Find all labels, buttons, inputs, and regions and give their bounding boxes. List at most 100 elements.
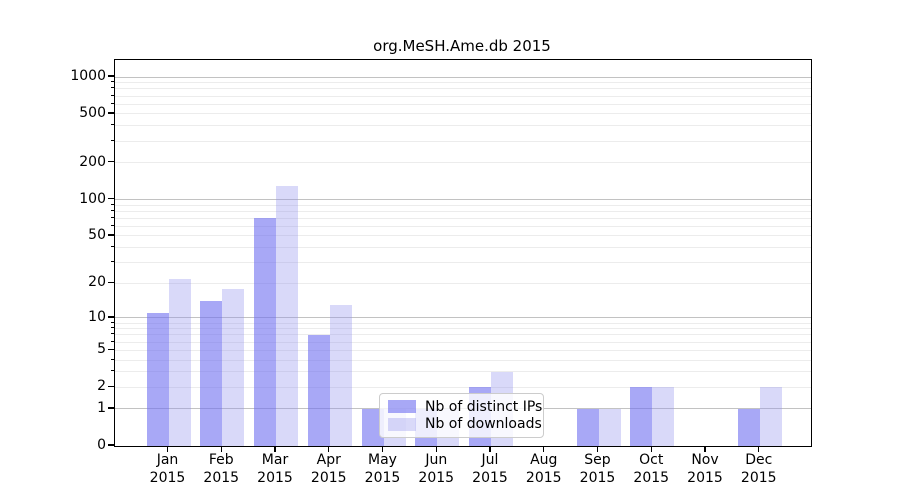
x-tick-label: Feb 2015 [189,452,253,487]
x-tick-label-line: Feb [208,452,234,468]
x-tick-label: Nov 2015 [673,452,737,487]
y-gridline-major [115,199,811,200]
y-minor-tick-mark [110,261,114,263]
x-tick-label-line: 2015 [149,469,186,486]
legend-entry-downloads: Nb of downloads [388,416,542,432]
y-minor-tick-mark [110,224,114,226]
y-tick-label: 100 [79,190,106,207]
y-minor-tick-mark [110,348,114,350]
y-minor-tick-mark [110,234,114,236]
y-gridline-minor [115,334,811,336]
y-minor-tick-mark [110,216,114,218]
y-gridline-minor [115,210,811,212]
x-tick-label-line: 2015 [310,469,347,486]
bar-distinct-ips [630,387,653,446]
y-tick-label: 200 [79,153,106,170]
bar-distinct-ips [254,218,276,446]
x-tick-label: Sep 2015 [566,452,630,487]
legend: Nb of distinct IPs Nb of downloads [379,393,544,438]
y-gridline-minor [115,95,811,97]
x-tick-mark [328,446,330,452]
legend-label-distinct-ips: Nb of distinct IPs [425,398,543,415]
y-gridline-minor [115,359,811,361]
y-gridline-minor [115,113,811,115]
x-tick-label-line: Aug [530,452,558,468]
x-tick-label-line: 2015 [633,469,670,486]
legend-entry-distinct-ips: Nb of distinct IPs [388,399,542,415]
x-tick-label-line: 2015 [579,469,616,486]
y-gridline-minor [115,371,811,373]
bar-distinct-ips [200,301,223,446]
x-tick-mark [758,446,760,452]
y-gridline-minor [115,262,811,264]
x-tick-label: Jul 2015 [458,452,522,487]
y-minor-tick-mark [110,102,114,104]
plot-area [114,59,812,447]
y-gridline-minor [115,247,811,249]
y-gridline-major [115,76,811,78]
y-tick-label: 500 [79,104,106,121]
y-minor-tick-mark [110,340,114,342]
x-tick-label-line: Nov [691,452,719,468]
x-tick-mark [435,446,437,452]
legend-swatch-distinct-ips-icon [388,400,416,414]
x-tick-label-line: Jun [425,452,448,468]
y-gridline-minor [115,282,811,284]
x-tick-mark [274,446,276,452]
x-tick-label: Aug 2015 [512,452,576,487]
bar-distinct-ips [361,408,384,446]
x-tick-label: May 2015 [351,452,415,487]
x-tick-label: Mar 2015 [243,452,307,487]
y-minor-tick-mark [110,112,114,114]
x-tick-mark [704,446,706,452]
bar-downloads [276,185,298,446]
y-gridline-minor [115,225,811,227]
x-tick-label-line: 2015 [364,469,401,486]
y-minor-tick-mark [110,333,114,335]
x-tick-label-line: 2015 [203,469,240,486]
x-tick-label-line: 2015 [418,469,455,486]
y-gridline-minor [115,103,811,105]
y-gridline-minor [115,349,811,351]
y-gridline-minor [115,82,811,84]
y-tick-mark [108,75,114,77]
y-tick-label: 20 [88,274,106,291]
x-tick-label-line: 2015 [525,469,562,486]
y-minor-tick-mark [110,321,114,323]
y-tick-mark [108,444,114,446]
x-tick-label: Jun 2015 [404,452,468,487]
x-tick-label-line: Jan [156,452,179,468]
x-tick-label-line: Sep [584,452,611,468]
y-tick-label: 50 [88,226,106,243]
y-minor-tick-mark [110,358,114,360]
x-tick-label: Dec 2015 [727,452,791,487]
y-minor-tick-mark [110,327,114,329]
x-tick-mark [166,446,169,452]
x-tick-label-line: Apr [316,452,341,468]
bar-distinct-ips [146,313,169,446]
bar-downloads [759,387,782,446]
y-minor-tick-mark [110,81,114,83]
y-minor-tick-mark [110,87,114,89]
y-tick-label: 2 [97,378,106,395]
y-gridline-minor [115,322,811,324]
y-tick-label: 1000 [70,68,106,84]
x-tick-label-line: Mar [261,452,289,468]
y-gridline-minor [115,204,811,206]
legend-label-downloads: Nb of downloads [425,416,542,433]
y-gridline-minor [115,217,811,219]
y-tick-mark [108,197,114,200]
y-tick-mark [108,407,114,409]
x-tick-mark [489,446,491,452]
x-tick-mark [543,446,545,452]
x-tick-label-line: Dec [745,452,773,468]
y-gridline-minor [115,140,811,142]
y-tick-mark [108,316,114,318]
chart-title: org.MeSH.Ame.db 2015 [373,37,551,55]
x-tick-mark [220,446,222,452]
x-tick-label-line: Jul [481,452,499,468]
y-gridline-minor [115,386,811,388]
y-tick-label: 5 [97,341,106,358]
y-minor-tick-mark [110,161,114,163]
